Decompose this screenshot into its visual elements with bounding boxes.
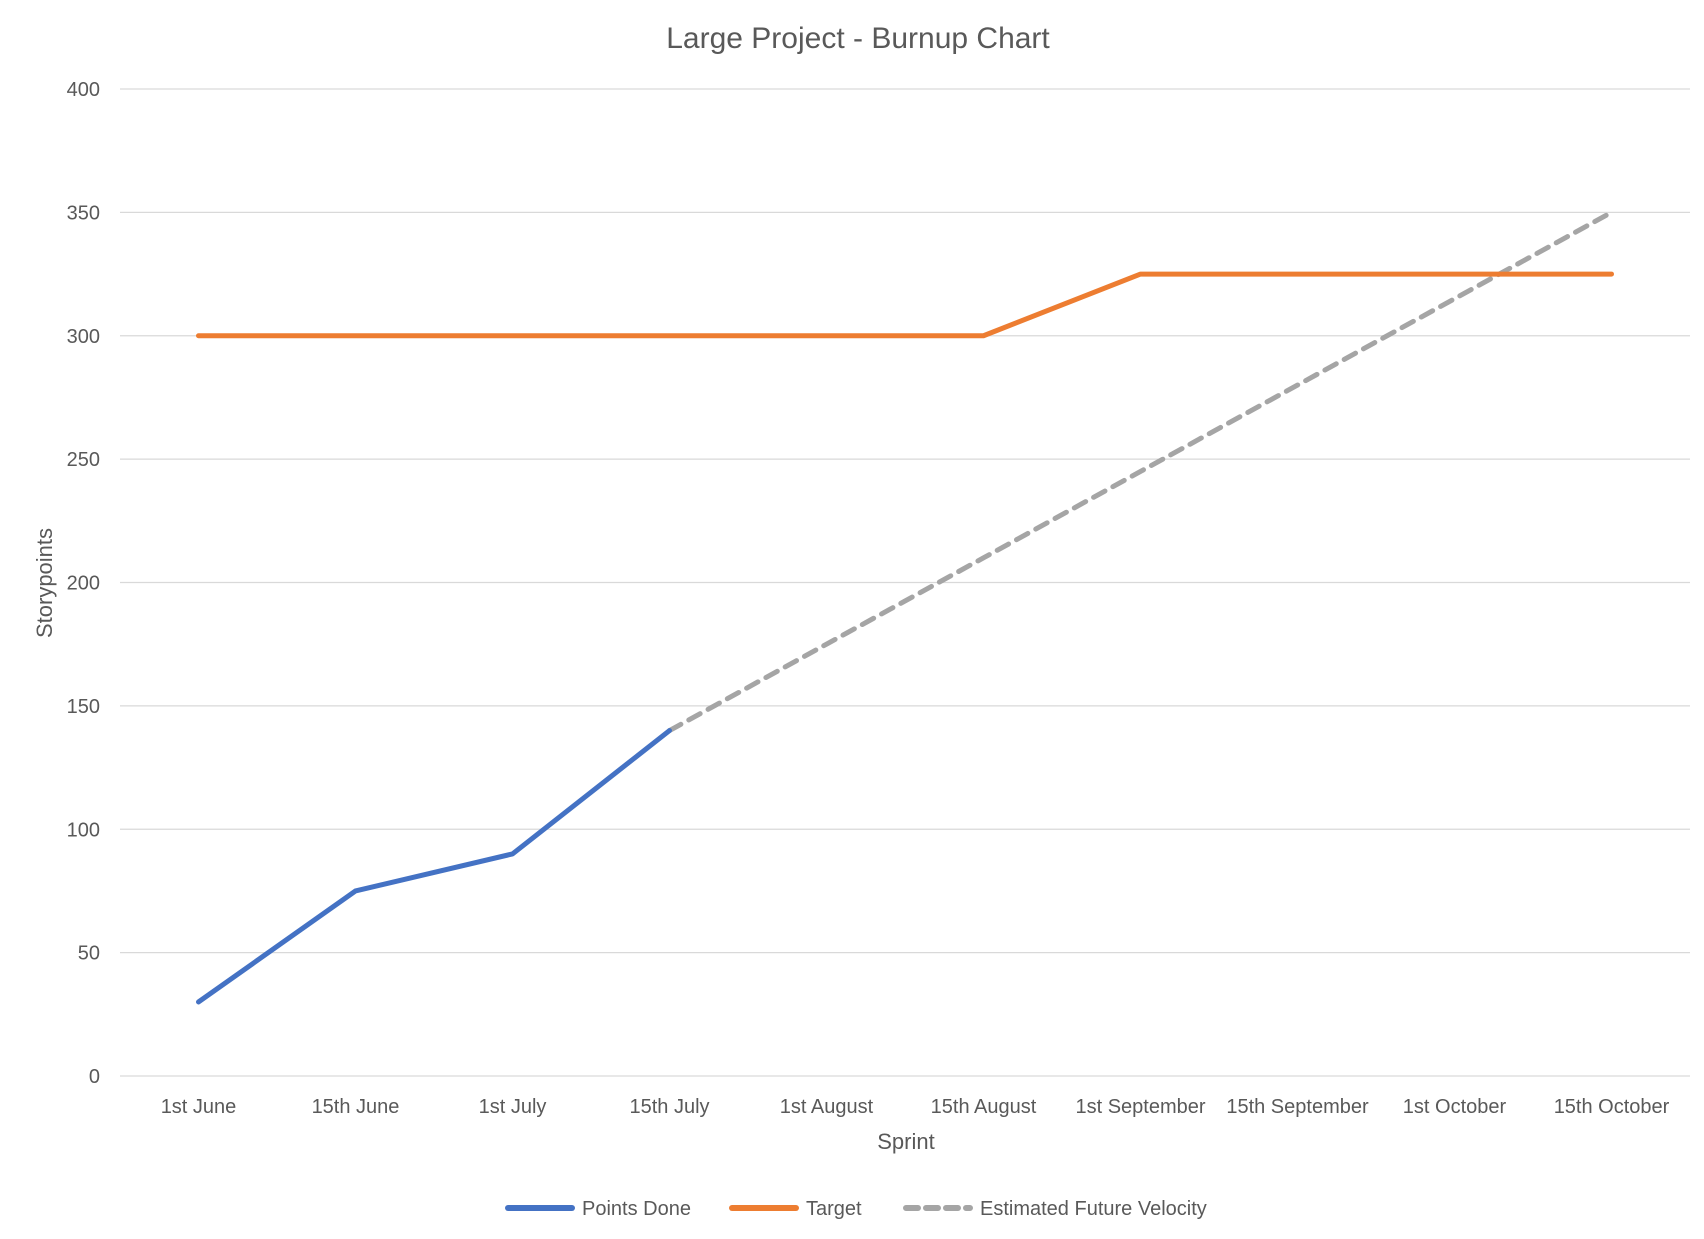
x-tick-label: 15th August xyxy=(931,1096,1037,1118)
x-tick-label: 1st July xyxy=(479,1096,547,1118)
y-axis-ticks: 0 50 100 150 200 250 300 350 400 xyxy=(67,79,100,1088)
x-tick-label: 15th September xyxy=(1226,1096,1369,1118)
series-lines xyxy=(196,209,1614,1005)
y-tick-label: 250 xyxy=(67,449,100,471)
x-tick-label: 1st August xyxy=(780,1096,874,1118)
legend-label-target: Target xyxy=(806,1198,862,1220)
x-tick-label: 15th June xyxy=(312,1096,400,1118)
y-tick-label: 200 xyxy=(67,573,100,595)
series-line-points-done xyxy=(196,728,672,1005)
y-tick-label: 400 xyxy=(67,79,100,101)
y-tick-label: 150 xyxy=(67,696,100,718)
series-line-estimated-future-velocity xyxy=(667,209,1614,734)
x-tick-label: 15th July xyxy=(629,1096,709,1118)
x-axis-title: Sprint xyxy=(877,1129,934,1154)
legend: Points Done Target Estimated Future Veloci… xyxy=(505,1198,1207,1220)
x-tick-label: 1st September xyxy=(1075,1096,1205,1118)
y-tick-label: 50 xyxy=(78,943,100,965)
legend-label-estimated-future-velocity: Estimated Future Velocity xyxy=(980,1198,1207,1220)
y-tick-label: 100 xyxy=(67,819,100,841)
series-line-target xyxy=(196,271,1614,339)
y-tick-label: 300 xyxy=(67,326,100,348)
y-axis-title: Storypoints xyxy=(32,528,57,638)
x-tick-label: 1st June xyxy=(161,1096,237,1118)
chart-title: Large Project - Burnup Chart xyxy=(666,22,1050,55)
y-tick-label: 0 xyxy=(89,1066,100,1088)
y-tick-label: 350 xyxy=(67,202,100,224)
gridlines xyxy=(120,88,1690,1077)
legend-label-points-done: Points Done xyxy=(582,1198,691,1220)
x-axis-ticks: 1st June 15th June 1st July 15th July 1st Au… xyxy=(161,1096,1670,1118)
x-tick-label: 15th October xyxy=(1554,1096,1670,1118)
x-tick-label: 1st October xyxy=(1403,1096,1507,1118)
